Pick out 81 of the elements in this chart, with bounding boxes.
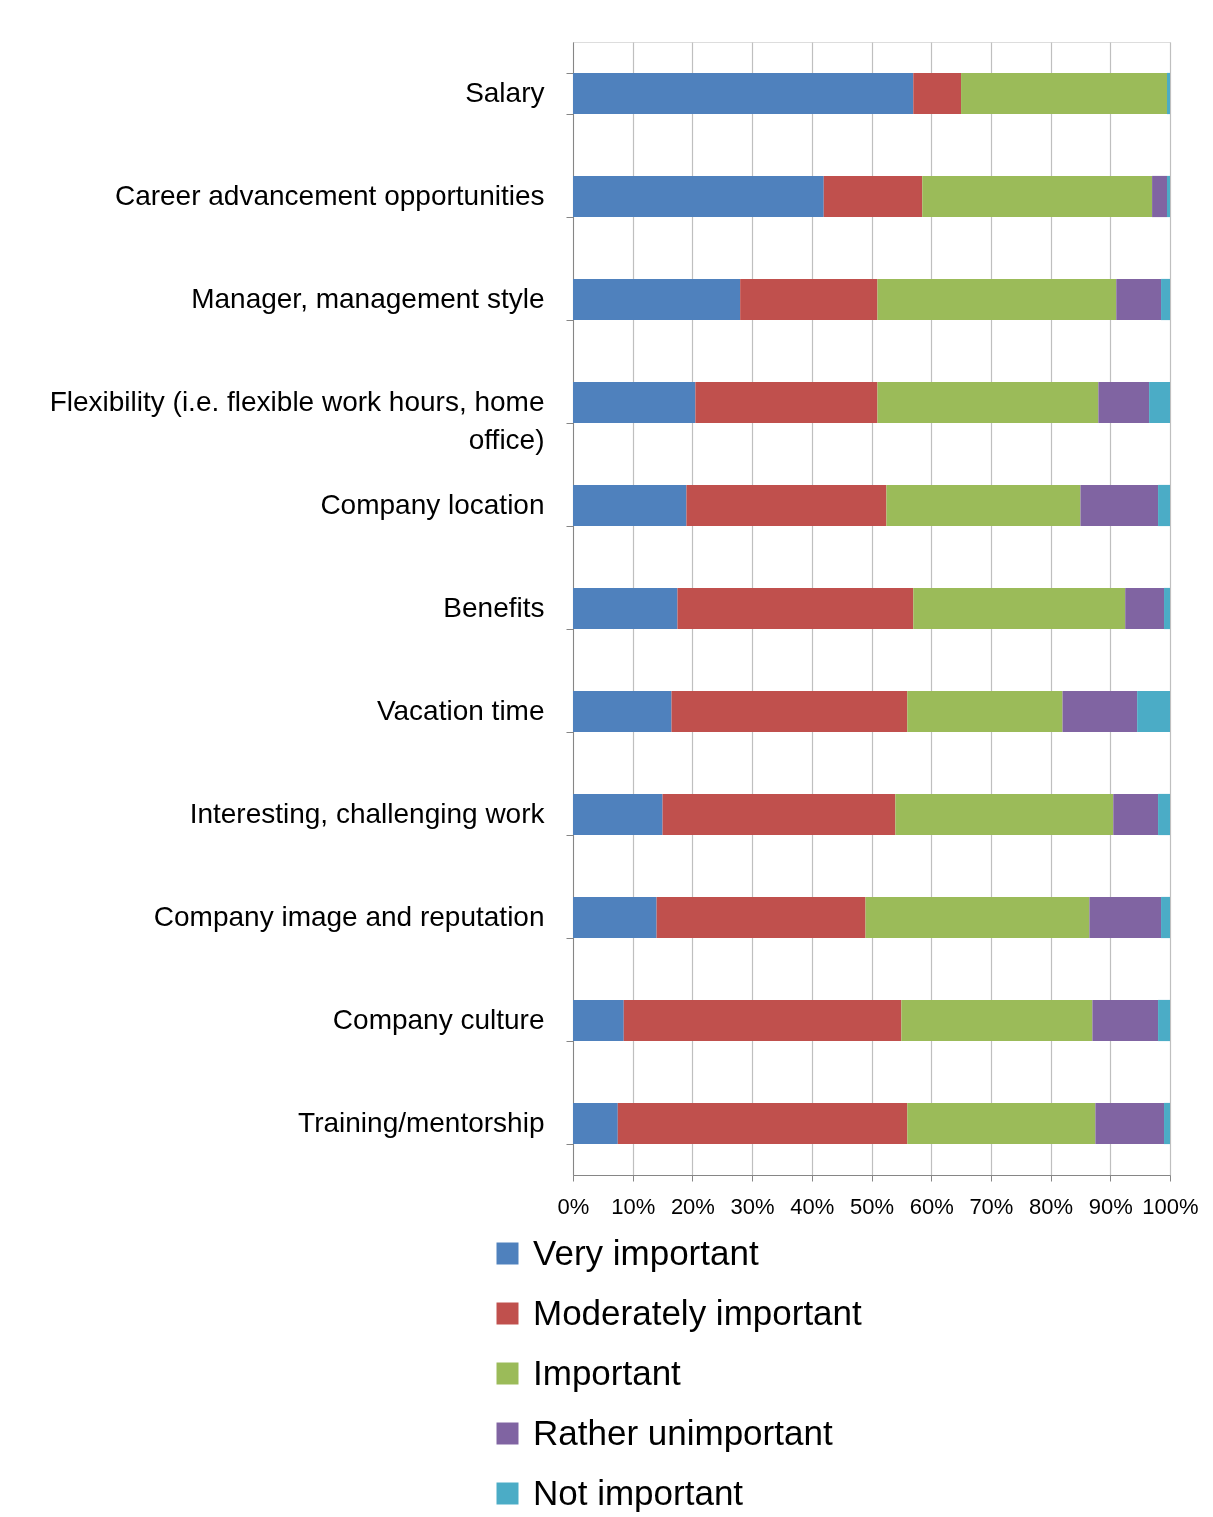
x-tick-label: 40% xyxy=(790,1193,835,1219)
legend-label: Rather unimportant xyxy=(533,1412,833,1452)
bar xyxy=(1164,1102,1170,1145)
bar xyxy=(740,278,878,321)
y-tick-label: Interesting, challenging work xyxy=(189,798,546,829)
x-tick-label: 10% xyxy=(611,1193,656,1219)
y-tick-label: Benefits xyxy=(443,592,545,623)
bar xyxy=(695,381,878,424)
bar xyxy=(1164,587,1170,630)
bar xyxy=(1116,278,1162,321)
x-tick-label: 60% xyxy=(909,1193,954,1219)
bar xyxy=(865,896,1090,939)
bar xyxy=(677,587,914,630)
y-tick-label: Vacation time xyxy=(376,695,545,726)
legend-label: Very important xyxy=(533,1232,759,1272)
y-tick-label: Manager, management style xyxy=(191,283,545,314)
x-tick-label: 90% xyxy=(1088,1193,1133,1219)
bar xyxy=(895,793,1114,836)
y-tick-label: Flexibility (i.e. flexible work hours, home office) xyxy=(49,386,545,455)
bar xyxy=(1095,1102,1165,1145)
bar xyxy=(886,484,1081,527)
bar xyxy=(573,690,672,733)
bar xyxy=(573,72,914,115)
bar xyxy=(1098,381,1150,424)
legend-label: Not important xyxy=(533,1472,744,1512)
bar xyxy=(1062,690,1138,733)
bar xyxy=(922,175,1153,218)
x-tick-label: 30% xyxy=(730,1193,775,1219)
bar xyxy=(1161,896,1170,939)
bar xyxy=(913,72,962,115)
bar xyxy=(901,999,1093,1042)
bar xyxy=(573,896,657,939)
y-tick-label: Company culture xyxy=(332,1004,545,1035)
x-tick-label: 70% xyxy=(969,1193,1014,1219)
bar xyxy=(573,793,663,836)
bar xyxy=(1158,793,1170,836)
bar xyxy=(573,587,678,630)
y-tick-label: Company location xyxy=(320,489,545,520)
x-tick-label: 50% xyxy=(849,1193,895,1219)
bar xyxy=(1137,690,1170,733)
bar xyxy=(617,1102,908,1145)
bar xyxy=(1167,72,1170,115)
x-tick-label: 20% xyxy=(670,1193,715,1219)
bar xyxy=(623,999,902,1042)
legend-label: Important xyxy=(533,1352,682,1392)
bar xyxy=(877,278,1117,321)
bar xyxy=(573,278,741,321)
bar xyxy=(662,793,896,836)
bar xyxy=(573,999,624,1042)
bar xyxy=(1089,896,1162,939)
bar xyxy=(686,484,887,527)
bar xyxy=(1152,175,1168,218)
bar xyxy=(1080,484,1159,527)
x-tick-label: 80% xyxy=(1029,1193,1074,1219)
bar xyxy=(1113,793,1159,836)
bar xyxy=(573,175,824,218)
bar xyxy=(573,381,696,424)
bar xyxy=(1158,484,1170,527)
bar xyxy=(671,690,908,733)
bar xyxy=(573,484,687,527)
bar xyxy=(1125,587,1165,630)
bar xyxy=(907,1102,1096,1145)
bar xyxy=(877,381,1099,424)
bar xyxy=(1092,999,1159,1042)
bar xyxy=(961,72,1168,115)
legend-label: Moderately important xyxy=(533,1292,863,1332)
bar xyxy=(1167,175,1170,218)
y-tick-label: Company image and reputation xyxy=(153,901,545,932)
bar xyxy=(573,1102,618,1145)
bar xyxy=(1149,381,1170,424)
bar xyxy=(1158,999,1170,1042)
bar xyxy=(823,175,923,218)
bar xyxy=(907,690,1063,733)
x-tick-label: 0% xyxy=(557,1193,590,1219)
y-tick-label: Career advancement opportunities xyxy=(114,180,545,211)
bar xyxy=(656,896,866,939)
y-tick-label: Training/mentorship xyxy=(298,1107,545,1138)
x-tick-label: 100% xyxy=(1142,1193,1199,1219)
y-tick-label: Salary xyxy=(465,77,545,108)
bar xyxy=(913,587,1126,630)
bar xyxy=(1161,278,1170,321)
